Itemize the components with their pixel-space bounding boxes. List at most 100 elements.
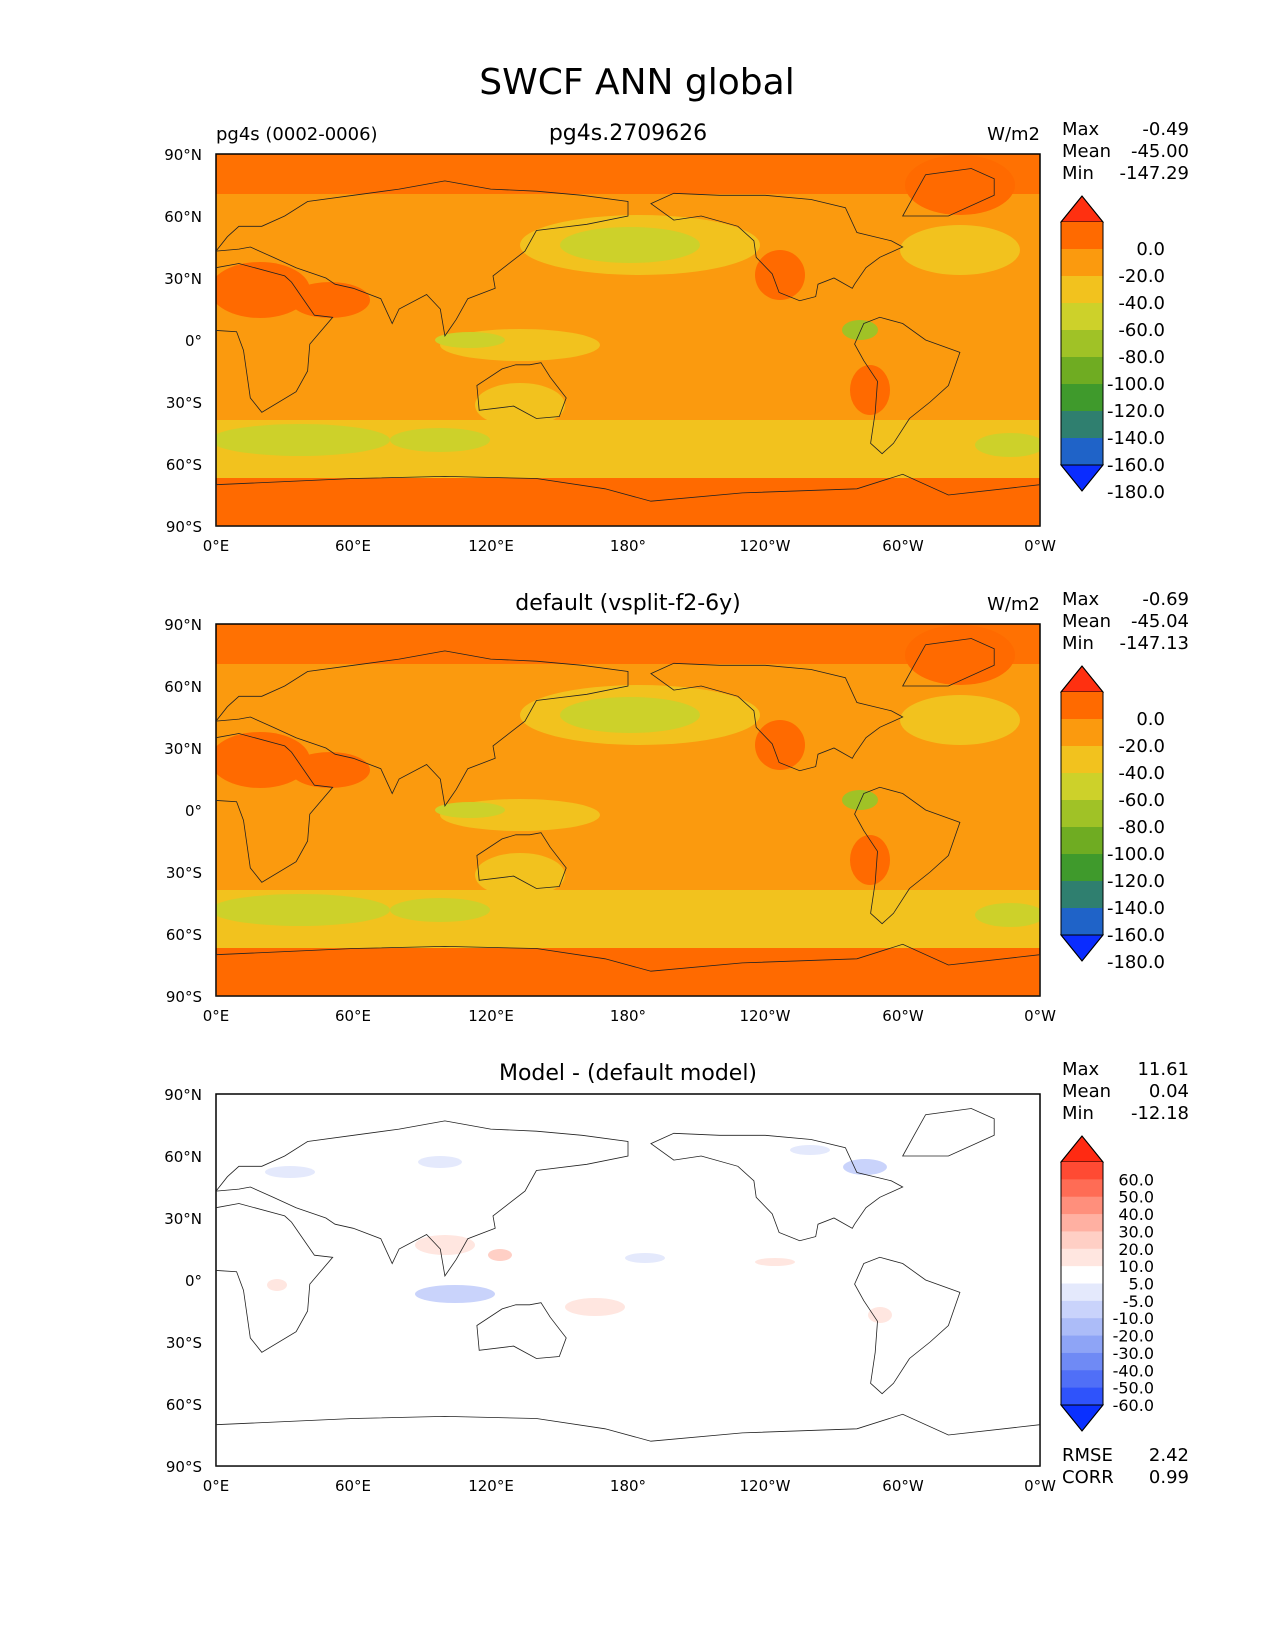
panel-3-corr-value: 0.99 [1149,1467,1189,1488]
coastline-path [476,362,567,419]
panel-1-colorbar-tick-label: -100.0 [1107,374,1165,395]
panel-1-band-antarctica [216,478,1040,526]
panel-1-ytick-2: 30°N [164,270,202,288]
panel-3-colorbar-outline [1060,1135,1104,1432]
panel-2-stat-mean-value: -45.04 [1131,611,1189,632]
panel-3-colorbar-swatch [1061,1162,1103,1180]
panel-3-ytick-2: 30°N [164,1210,202,1228]
coastline-path [902,638,995,687]
coastline-path [216,263,334,413]
panel-1-region-so-atl [216,424,390,456]
panel-3-colorbar-swatch [1061,1370,1103,1389]
panel-2-colorbar-extend-bottom [1059,934,1105,962]
panel-2-colorbar-swatch [1061,908,1103,936]
panel-3-colorbar-tick-label: -5.0 [1123,1292,1154,1311]
panel-3-colorbar-extend-top [1059,1135,1105,1163]
panel-2-colorbar-swatch [1061,827,1103,855]
coastline-path [216,1120,629,1277]
panel-3-colorbar: 60.050.040.030.020.010.05.0-5.0-10.0-20.… [1059,1135,1154,1432]
panel-3-xtick-3: 180° [610,1477,646,1495]
panel-1-colorbar-outline [1060,195,1104,492]
panel-1-stat-max-value: -0.49 [1142,119,1189,140]
panel-2-region-sahara [216,732,310,788]
panel-1-coastlines [216,168,1040,526]
panel-1-xtick-4: 120°W [740,537,791,555]
panel-2-colorbar-swatch [1061,881,1103,909]
panel-1-colorbar-swatch [1061,330,1103,358]
panel-1-xtick-2: 120°E [468,537,514,555]
coastline-path [650,662,904,772]
panel-1-ytick-4: 30°S [166,394,202,412]
panel-1-colorbar-tick-label: -60.0 [1118,320,1165,341]
panel-2-colorbar-swatch [1061,773,1103,801]
panel-1-stat-mean-value: -45.00 [1131,141,1189,162]
panel-2-colorbar-swatch [1061,746,1103,774]
panel-3-title: Model - (default model) [499,1061,757,1086]
panel-2-band-antarctica [216,948,1040,996]
panel-2-region-maritime [435,802,505,818]
panel-1-colorbar-tick-label: 0.0 [1136,239,1165,260]
panel-2-colorbar-swatch [1061,854,1103,882]
panel-3-ytick-6: 90°S [166,1458,202,1476]
panel-1-colorbar-swatch [1061,384,1103,412]
coastline-path [216,473,1040,526]
panel-2-stat-max-label: Max [1062,589,1100,610]
coastline-path [854,786,961,925]
panel-3-ytick-1: 60°N [164,1148,202,1166]
coastline-path [216,650,629,807]
panel-2-colorbar-swatch [1061,692,1103,720]
panel-1-colorbar-tick-label: -180.0 [1107,482,1165,503]
panel-2-region-greenland [905,625,1015,685]
panel-2-region-so-ind [390,898,490,922]
panel-1: pg4s (0002-0006) pg4s.2709626 W/m2 [164,119,1189,555]
panel-2-region-so-atl [216,894,390,926]
coastline-path [650,192,904,302]
panel-1-colorbar-swatch [1061,303,1103,331]
panel-1-ytick-1: 60°N [164,208,202,226]
coastlines [216,168,1040,1466]
panel-3-diff-blue-1 [418,1156,462,1168]
panel-3-xtick-0: 0°E [203,1477,230,1495]
panel-2-ytick-6: 90°S [166,988,202,1006]
panel-3-diff-blue-5 [415,1285,495,1303]
panel-3-xtick-6: 0°W [1024,1477,1056,1495]
panel-3-coastlines [216,1108,1040,1466]
panel-1-stat-min-value: -147.29 [1120,163,1189,184]
panel-3-colorbar-swatch [1061,1335,1103,1354]
panel-2-xtick-2: 120°E [468,1007,514,1025]
panel-3-diff-red-1 [415,1235,475,1255]
panel-3-colorbar-swatch [1061,1300,1103,1319]
panel-3-diff-red-2 [565,1298,625,1316]
panel-3-colorbar-tick-label: 20.0 [1118,1240,1154,1259]
panel-1-colorbar-extend-top [1059,195,1105,223]
panel-3-colorbar-tick-label: 60.0 [1118,1170,1154,1189]
panel-2-colorbar-tick-label: -20.0 [1118,736,1165,757]
panel-2-ytick-3: 0° [185,802,202,820]
panel-3-diff-red-3 [267,1279,287,1291]
panel-3-ytick-5: 60°S [166,1396,202,1414]
panel-3: Model - (default model) 90°N 60°N 30°N 0… [164,1059,1189,1495]
panel-1-region-natl [900,225,1020,275]
panel-1-colorbar-swatch [1061,276,1103,304]
panel-2-region-npac-core [560,697,700,733]
panel-3-diff-blue-4 [790,1145,830,1155]
panel-3-stat-min-label: Min [1062,1103,1094,1124]
panel-2-stat-mean-label: Mean [1062,611,1111,632]
panel-2: default (vsplit-f2-6y) W/m2 90°N [164,589,1189,1025]
panel-3-rmse-label: RMSE [1062,1445,1113,1466]
panel-1-left-label: pg4s (0002-0006) [216,124,378,145]
coastline-path [476,832,567,889]
panel-3-colorbar-tick-label: -20.0 [1113,1327,1154,1346]
panel-3-diff-red-6 [488,1249,512,1261]
panel-1-ytick-6: 90°S [166,518,202,536]
panel-2-ytick-5: 60°S [166,926,202,944]
panel-1-stat-min-label: Min [1062,163,1094,184]
panel-2-ytick-2: 30°N [164,740,202,758]
panel-2-colorbar-tick-label: -180.0 [1107,952,1165,973]
panel-2-colorbar-tick-label: -100.0 [1107,844,1165,865]
panel-3-colorbar-tick-label: -50.0 [1113,1379,1154,1398]
panel-3-ytick-0: 90°N [164,1086,202,1104]
panel-2-colorbar-tick-label: -140.0 [1107,898,1165,919]
panel-1-colorbar-swatch [1061,438,1103,466]
